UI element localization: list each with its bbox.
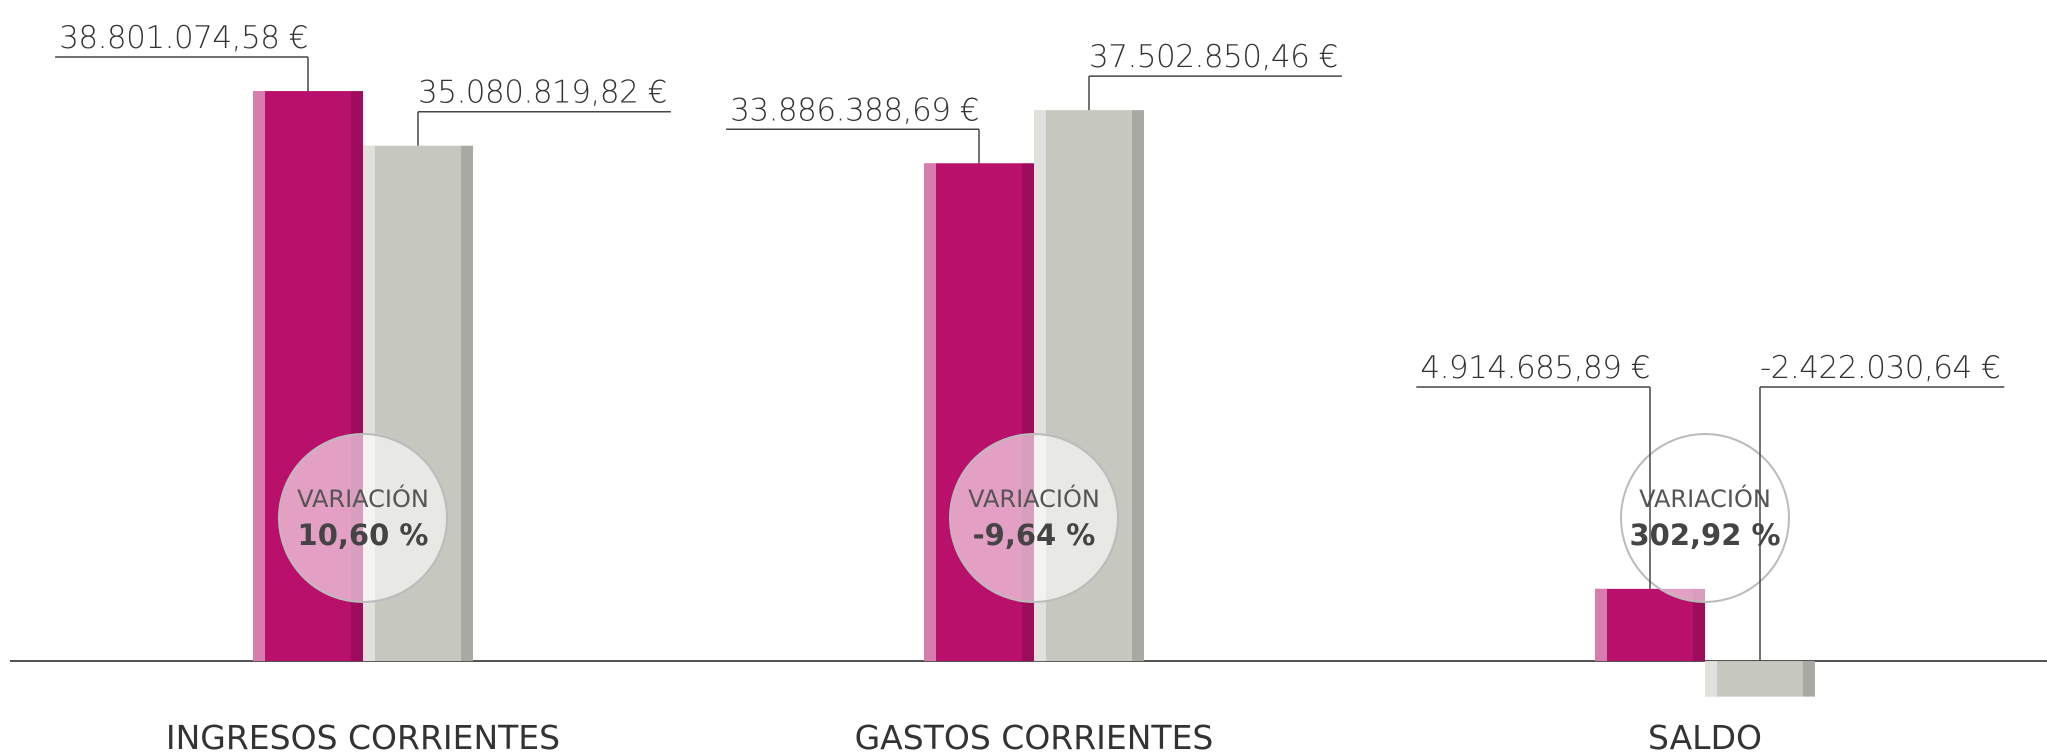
variation-value: -9,64 % bbox=[973, 518, 1096, 552]
bar-highlight bbox=[253, 91, 265, 662]
value-label: 35.080.819,82 € bbox=[418, 75, 667, 111]
variation-circle bbox=[1620, 433, 1790, 603]
bar-shade bbox=[1132, 110, 1144, 662]
bar bbox=[1705, 661, 1815, 697]
variation-title: VARIACIÓN bbox=[297, 483, 429, 513]
bar-highlight bbox=[1705, 661, 1717, 697]
variation-value: 10,60 % bbox=[298, 518, 429, 552]
variation-circle bbox=[949, 433, 1119, 603]
variation-circle bbox=[278, 433, 448, 603]
value-label: 33.886.388,69 € bbox=[730, 92, 979, 128]
value-label: 4.914.685,89 € bbox=[1420, 350, 1650, 386]
x-tick-label: GASTOS CORRIENTES bbox=[855, 718, 1214, 754]
bar-shade bbox=[461, 145, 473, 662]
variation-value: 302,92 % bbox=[1629, 518, 1780, 552]
bar-highlight bbox=[924, 163, 936, 662]
value-label: -2.422.030,64 € bbox=[1760, 350, 2000, 386]
bar-shade bbox=[1803, 661, 1815, 697]
variation-title: VARIACIÓN bbox=[1639, 483, 1771, 513]
x-tick-label: SALDO bbox=[1648, 718, 1762, 754]
bar-highlight bbox=[1595, 588, 1607, 662]
bar-shade bbox=[1693, 588, 1705, 662]
value-label: 37.502.850,46 € bbox=[1089, 39, 1338, 75]
variation-title: VARIACIÓN bbox=[968, 483, 1100, 513]
value-label: 38.801.074,58 € bbox=[59, 20, 308, 56]
x-tick-label: INGRESOS CORRIENTES bbox=[166, 718, 560, 754]
